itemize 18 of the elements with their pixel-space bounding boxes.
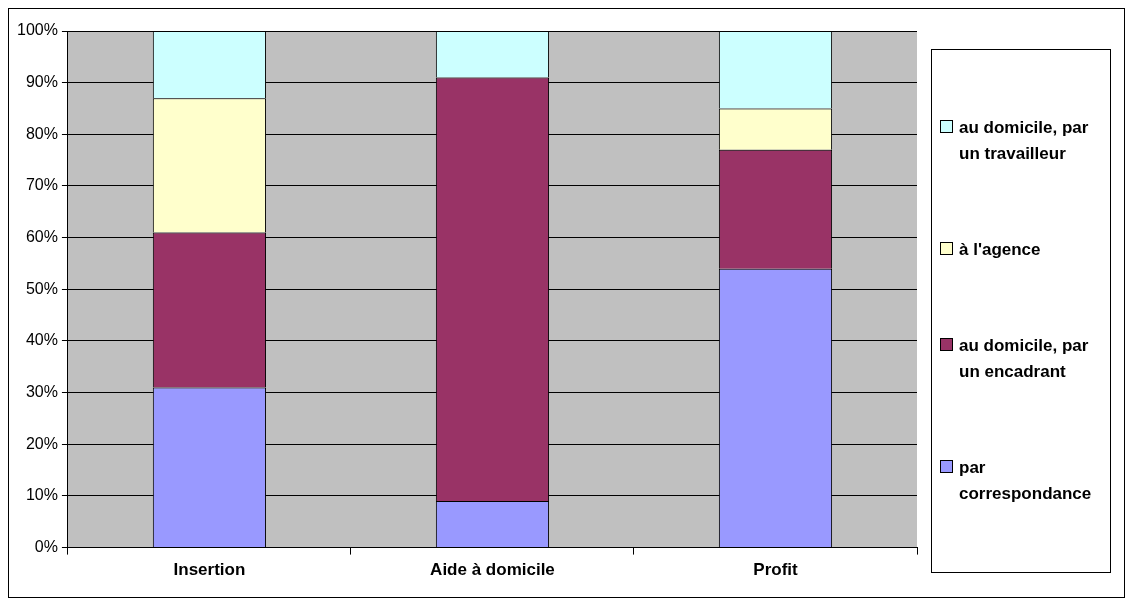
y-tick-label: 50% xyxy=(25,279,58,297)
legend-label: par correspondance xyxy=(959,457,1093,505)
y-tick-label: 10% xyxy=(25,486,58,504)
y-tick-label: 90% xyxy=(25,73,58,91)
y-tick-label: 0% xyxy=(34,538,58,556)
legend-label: au domicile, par un encadrant xyxy=(959,335,1090,383)
legend-label: à l'agence xyxy=(959,239,1041,261)
y-tick-label: 30% xyxy=(25,383,58,401)
x-tick-label: Insertion xyxy=(173,560,246,580)
x-tick-label: Aide à domicile xyxy=(430,560,555,580)
legend-label: au domicile, par un travailleur xyxy=(959,117,1090,165)
y-tick-label: 60% xyxy=(25,228,58,246)
y-tick-label: 40% xyxy=(25,331,58,349)
y-tick-label: 20% xyxy=(25,434,58,452)
x-tick-label: Profit xyxy=(753,560,799,580)
y-tick-label: 80% xyxy=(25,124,58,142)
y-tick-label: 70% xyxy=(25,176,58,194)
y-tick-label: 100% xyxy=(17,21,58,39)
